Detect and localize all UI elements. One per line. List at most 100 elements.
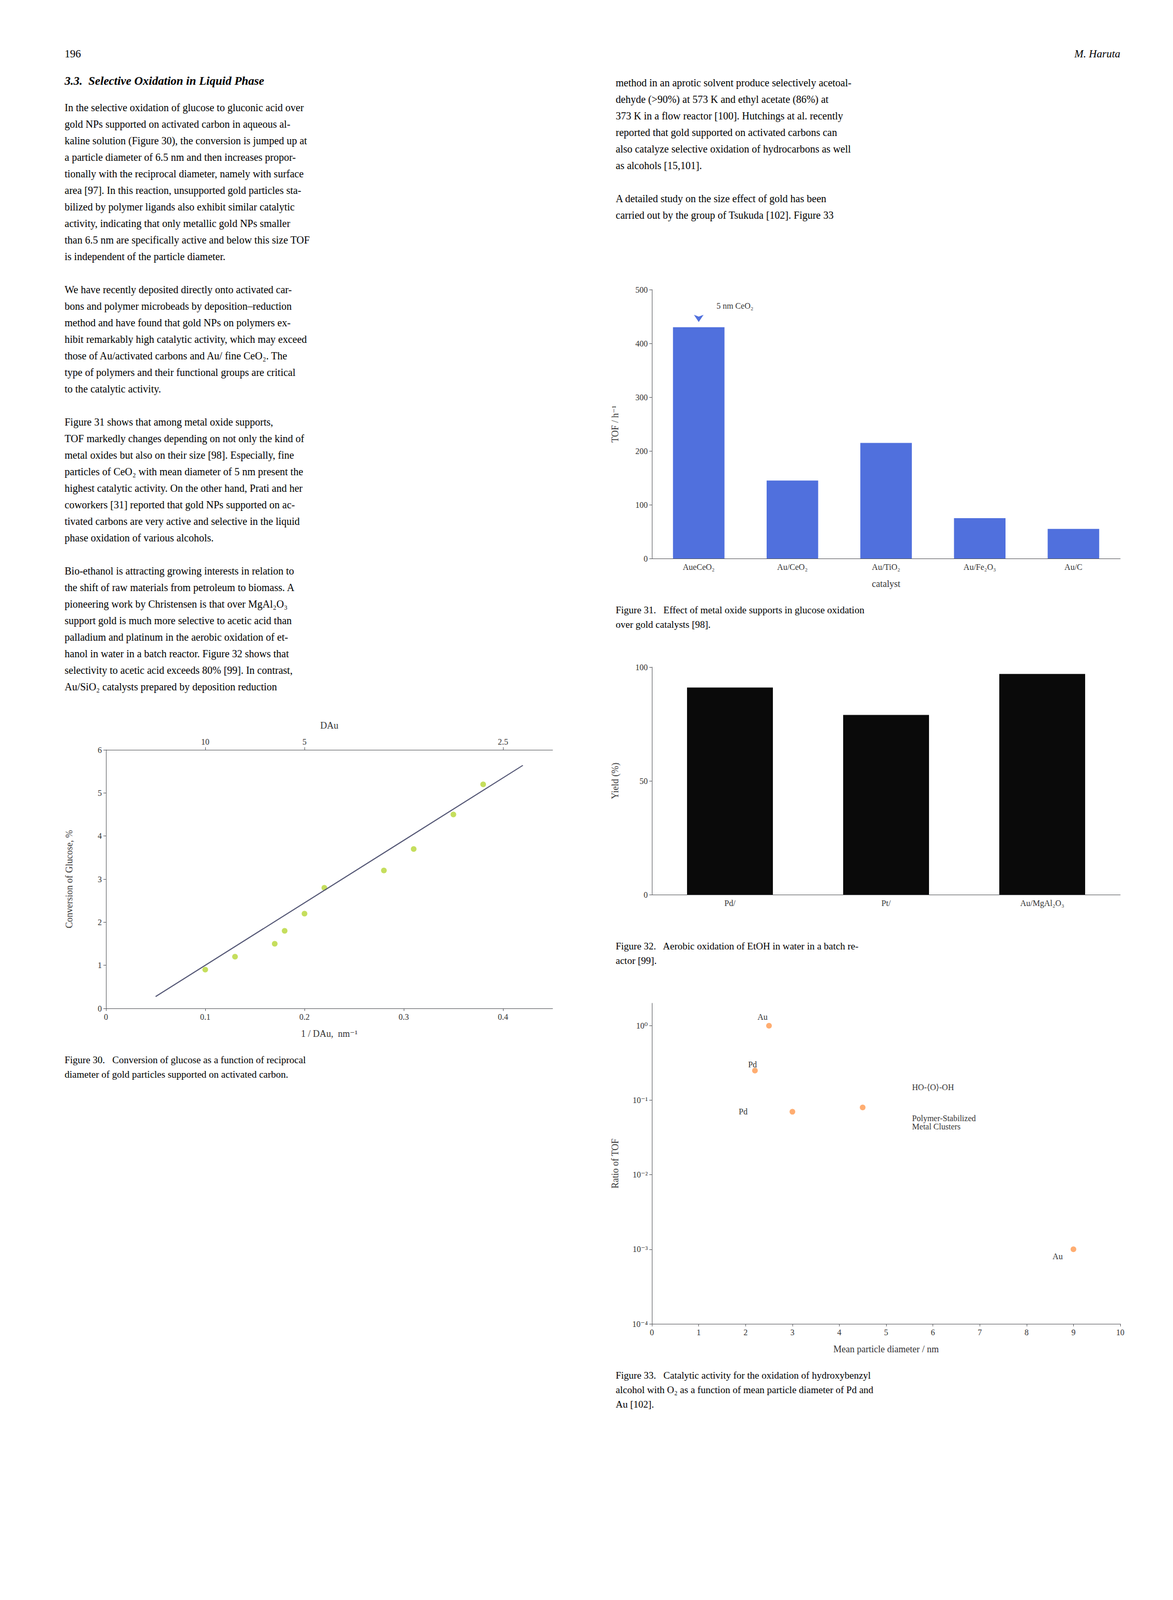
svg-text:5: 5 (302, 737, 307, 746)
svg-text:Mean particle diameter / nm: Mean particle diameter / nm (833, 1343, 939, 1354)
svg-text:actor [99].: actor [99]. (615, 954, 657, 966)
svg-text:10⁻³: 10⁻³ (632, 1244, 648, 1254)
svg-text:TOF / h⁻¹: TOF / h⁻¹ (610, 405, 621, 443)
svg-text:1 / DAu, nm⁻¹: 1 / DAu, nm⁻¹ (300, 1028, 358, 1039)
svg-text:catalyst: catalyst (872, 578, 901, 589)
svg-text:10⁻²: 10⁻² (632, 1169, 648, 1179)
svg-text:0: 0 (103, 1012, 109, 1022)
svg-text:selectivity to acetic acid exc: selectivity to acetic acid exceeds 80% [… (64, 664, 293, 677)
svg-text:than 6.5 nm are specifically a: than 6.5 nm are specifically active and … (64, 234, 310, 247)
svg-text:activity, indicating that only: activity, indicating that only metallic … (64, 217, 291, 230)
svg-text:particles of CeO₂ with mean di: particles of CeO₂ with mean diameter of … (64, 465, 303, 478)
svg-text:method in an aprotic solvent p: method in an aprotic solvent produce sel… (615, 77, 852, 89)
svg-text:gold NPs supported on activate: gold NPs supported on activated carbon i… (64, 118, 291, 131)
svg-text:highest catalytic activity. On: highest catalytic activity. On the other… (64, 482, 303, 495)
svg-text:those of Au/activated carbons: those of Au/activated carbons and Au/ fi… (64, 349, 288, 362)
svg-text:Au/SiO₂ catalysts prepared by: Au/SiO₂ catalysts prepared by deposition… (64, 680, 278, 693)
svg-text:2: 2 (97, 917, 102, 927)
svg-text:Au/MgAl₂O₃: Au/MgAl₂O₃ (1020, 898, 1065, 908)
svg-text:M. Haruta: M. Haruta (1073, 47, 1121, 60)
svg-text:Figure 32. Aerobic oxidation: Figure 32. Aerobic oxidation of EtOH in … (615, 940, 859, 952)
svg-text:DAu: DAu (320, 720, 339, 731)
svg-text:Pd/: Pd/ (724, 898, 736, 908)
svg-text:AueCeO₂: AueCeO₂ (682, 562, 715, 572)
svg-text:9: 9 (1071, 1327, 1076, 1337)
svg-text:alcohol with O₂ as a function: alcohol with O₂ as a function of mean pa… (615, 1383, 874, 1395)
svg-text:bons and polymer microbeads by: bons and polymer microbeads by depositio… (64, 300, 292, 313)
svg-text:Conversion of Glucose, %: Conversion of Glucose, % (64, 829, 75, 928)
svg-text:2: 2 (743, 1327, 748, 1337)
svg-text:carried out by the group of Ts: carried out by the group of Tsukuda [102… (615, 209, 834, 222)
svg-text:Au: Au (1052, 1251, 1063, 1261)
svg-text:dehyde (>90%) at 573 K and eth: dehyde (>90%) at 573 K and ethyl acetate… (615, 93, 829, 106)
svg-text:10: 10 (201, 737, 210, 746)
svg-text:196: 196 (64, 47, 82, 60)
svg-text:method and have found that gol: method and have found that gold NPs on p… (64, 316, 291, 329)
svg-text:0.1: 0.1 (200, 1012, 211, 1022)
svg-text:100: 100 (635, 500, 648, 510)
svg-text:10⁰: 10⁰ (636, 1021, 648, 1030)
svg-text:500: 500 (635, 285, 648, 295)
svg-text:metal oxides but also on their: metal oxides but also on their size [98]… (64, 449, 295, 462)
svg-text:reported that gold supported o: reported that gold supported on activate… (615, 126, 837, 139)
svg-text:0.4: 0.4 (497, 1012, 509, 1022)
svg-text:type of polymers and their fun: type of polymers and their functional gr… (64, 366, 296, 379)
svg-text:phase oxidation of various alc: phase oxidation of various alcohols. (64, 531, 214, 544)
svg-text:1: 1 (696, 1327, 702, 1337)
svg-text:is independent of the particle: is independent of the particle diameter. (64, 250, 226, 263)
svg-text:200: 200 (635, 446, 648, 456)
svg-text:Yield (%): Yield (%) (610, 762, 621, 799)
svg-text:as alcohols [15,101].: as alcohols [15,101]. (615, 159, 703, 172)
svg-text:Ratio of TOF: Ratio of TOF (610, 1138, 621, 1188)
svg-text:A detailed study on the size e: A detailed study on the size effect of g… (615, 192, 827, 205)
svg-text:Au/C: Au/C (1064, 562, 1083, 572)
svg-text:tionally with the reciprocal d: tionally with the reciprocal diameter, n… (64, 168, 304, 180)
svg-text:over gold catalysts [98].: over gold catalysts [98]. (615, 618, 711, 630)
svg-text:Au [102].: Au [102]. (615, 1398, 654, 1410)
svg-text:50: 50 (639, 776, 648, 786)
svg-text:palladium and platinum in the: palladium and platinum in the aerobic ox… (64, 631, 288, 644)
svg-text:Figure 33. Catalytic activit: Figure 33. Catalytic activity for the ox… (615, 1369, 871, 1381)
svg-text:0: 0 (649, 1327, 654, 1337)
svg-text:400: 400 (635, 339, 648, 348)
svg-text:hibit remarkably high catalyti: hibit remarkably high catalytic activity… (64, 333, 308, 346)
svg-text:We have recently deposited dir: We have recently deposited directly onto… (64, 283, 292, 296)
svg-text:0: 0 (643, 554, 648, 563)
svg-text:pioneering work by Christensen: pioneering work by Christensen is that o… (64, 598, 288, 611)
svg-text:diameter of gold particles sup: diameter of gold particles supported on … (64, 1068, 289, 1080)
svg-text:4: 4 (97, 831, 102, 841)
svg-text:Figure 31. Effect of metal o: Figure 31. Effect of metal oxide support… (615, 604, 865, 616)
svg-text:Bio-ethanol is attracting grow: Bio-ethanol is attracting growing intere… (64, 565, 295, 577)
svg-text:coworkers [31] reported that g: coworkers [31] reported that gold NPs su… (64, 498, 295, 511)
svg-text:Pd: Pd (748, 1059, 757, 1069)
svg-text:bilized by polymer ligands als: bilized by polymer ligands also exhibit … (64, 201, 295, 213)
svg-text:Au/TiO₂: Au/TiO₂ (872, 562, 901, 572)
svg-text:In the selective oxidation of: In the selective oxidation of glucose to… (64, 101, 304, 114)
svg-text:3: 3 (97, 874, 102, 884)
svg-text:1: 1 (97, 960, 102, 970)
svg-text:the shift of raw materials fro: the shift of raw materials from petroleu… (64, 581, 295, 594)
svg-text:kaline solution (Figure 30), t: kaline solution (Figure 30), the convers… (64, 134, 308, 147)
svg-text:5 nm CeO₂: 5 nm CeO₂ (716, 301, 754, 311)
svg-text:6: 6 (97, 745, 102, 755)
svg-text:5: 5 (884, 1327, 889, 1337)
svg-text:100: 100 (635, 662, 648, 672)
svg-text:Au/CeO₂: Au/CeO₂ (777, 562, 808, 572)
svg-text:Pd: Pd (738, 1106, 748, 1116)
svg-text:4: 4 (836, 1327, 842, 1337)
svg-text:373 K in a flow reactor [100].: 373 K in a flow reactor [100]. Hutchings… (615, 110, 844, 123)
svg-text:tivated carbons are very activ: tivated carbons are very active and sele… (64, 515, 300, 528)
svg-text:7: 7 (977, 1327, 982, 1337)
svg-text:3: 3 (790, 1327, 795, 1337)
svg-text:Pt/: Pt/ (881, 898, 891, 908)
svg-text:0: 0 (97, 1003, 102, 1013)
svg-text:10⁻⁴: 10⁻⁴ (632, 1319, 648, 1329)
svg-text:Au/Fe₂O₃: Au/Fe₂O₃ (963, 562, 997, 572)
svg-text:TOF markedly changes depending: TOF markedly changes depending on not on… (64, 432, 305, 445)
svg-text:also catalyze selective oxidat: also catalyze selective oxidation of hyd… (615, 143, 851, 156)
svg-text:Figure 30. Conversion of glu: Figure 30. Conversion of glucose as a fu… (64, 1054, 306, 1065)
svg-text:10⁻¹: 10⁻¹ (632, 1095, 648, 1105)
svg-text:a particle diameter of 6.5 nm: a particle diameter of 6.5 nm and then i… (64, 151, 296, 164)
svg-text:Metal Clusters: Metal Clusters (911, 1121, 961, 1131)
svg-text:10: 10 (1116, 1327, 1125, 1337)
